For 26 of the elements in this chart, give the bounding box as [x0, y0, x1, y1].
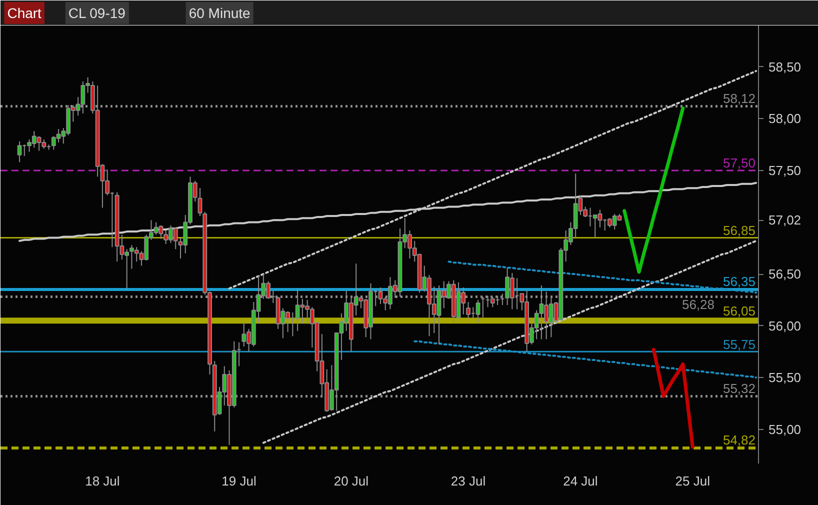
text: Chart [7, 5, 42, 21]
ref-line-label: 56,05 [722, 304, 756, 319]
ref-line-label: 56,28 [682, 297, 715, 312]
ref-line-label: 57,50 [722, 156, 756, 171]
ref-line-label: 55,32 [722, 380, 756, 396]
x-tick-label: 19 Jul [222, 474, 256, 488]
chart-subtitle: 60 Minute [188, 5, 251, 21]
ref-line-label: 56,35 [722, 274, 756, 290]
ref-line-label: 58,12 [722, 91, 756, 106]
y-tick-label: 56,50 [768, 266, 802, 282]
x-tick-label: 25 Jul [675, 474, 710, 488]
x-tick-label: 18 Jul [85, 474, 120, 488]
y-tick-label: 57,50 [768, 162, 802, 178]
y-tick-label: 57,02 [768, 212, 802, 228]
y-tick-label: 58,00 [768, 111, 802, 126]
ref-line-label: 55,75 [722, 336, 756, 352]
y-tick-label: 55,50 [768, 370, 802, 386]
x-tick-label: 20 Jul [334, 474, 369, 488]
ref-line-label: 56,85 [722, 223, 756, 238]
y-tick-label: 55,00 [768, 422, 802, 437]
ref-line-label: 54,82 [722, 432, 756, 448]
x-tick-label: 23 Jul [450, 474, 486, 488]
y-tick-label: 56,00 [768, 318, 802, 334]
chart-title: CL 09-19 [68, 5, 126, 21]
y-tick-label: 58,50 [768, 59, 802, 74]
x-tick-label: 24 Jul [563, 474, 598, 488]
